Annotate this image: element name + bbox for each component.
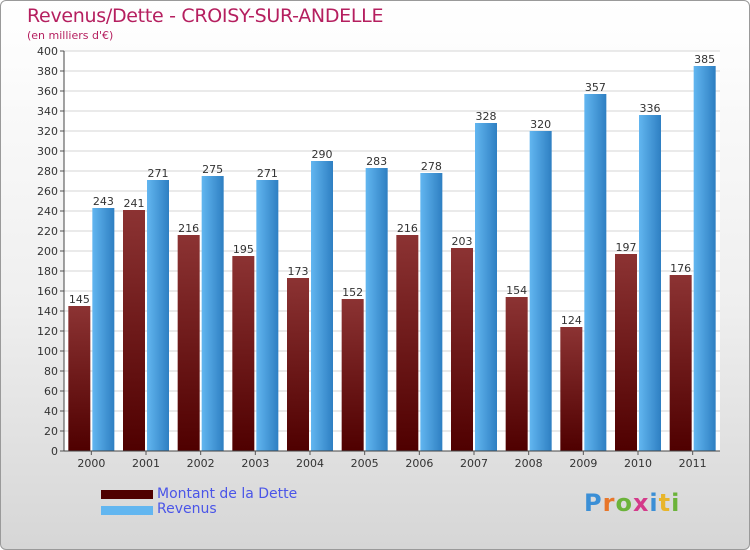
x-tick-label: 2006 [405, 457, 433, 470]
data-label-revenus: 290 [312, 148, 333, 161]
bar-dette [177, 235, 200, 451]
proxiti-logo: Proxiti [584, 489, 681, 517]
bar-revenus [584, 94, 607, 451]
y-tick-label: 120 [37, 325, 58, 338]
x-tick-label: 2011 [679, 457, 707, 470]
bar-dette [341, 299, 364, 451]
legend-swatch-revenus [101, 506, 153, 515]
y-tick-label: 140 [37, 305, 58, 318]
data-label-revenus: 271 [148, 167, 169, 180]
bar-revenus [147, 180, 169, 451]
x-tick-label: 2010 [624, 457, 652, 470]
bar-revenus [475, 123, 497, 451]
y-tick-label: 340 [37, 105, 58, 118]
bar-revenus [529, 131, 552, 451]
data-label-dette: 197 [616, 241, 637, 254]
data-label-revenus: 283 [366, 155, 387, 168]
data-label-revenus: 328 [476, 110, 497, 123]
y-tick-label: 260 [37, 185, 58, 198]
y-tick-label: 360 [37, 85, 58, 98]
data-label-revenus: 336 [640, 102, 661, 115]
y-tick-label: 60 [44, 385, 58, 398]
bar-revenus [639, 115, 661, 451]
bar-dette [123, 210, 145, 451]
data-label-dette: 216 [178, 222, 199, 235]
x-tick-label: 2003 [241, 457, 269, 470]
y-tick-label: 80 [44, 365, 58, 378]
bar-revenus [693, 66, 716, 451]
chart-subtitle: (en milliers d'€) [27, 29, 114, 42]
y-tick-label: 320 [37, 125, 58, 138]
data-label-dette: 152 [342, 286, 363, 299]
bar-dette [287, 278, 309, 451]
y-tick-label: 300 [37, 145, 58, 158]
data-labels: 145 243 241 271 216 275 195 271 173 290 152 283 216 2… [69, 53, 715, 327]
data-label-dette: 173 [288, 265, 309, 278]
grid [64, 50, 720, 452]
y-tick-label: 240 [37, 205, 58, 218]
data-label-dette: 145 [69, 293, 90, 306]
y-tick-label: 100 [37, 345, 58, 358]
y-tick-label: 280 [37, 165, 58, 178]
x-tick-label: 2008 [515, 457, 543, 470]
data-label-revenus: 385 [694, 53, 715, 66]
data-label-dette: 241 [124, 197, 145, 210]
data-label-dette: 176 [670, 262, 691, 275]
bar-dette [669, 275, 692, 451]
y-tick-label: 20 [44, 425, 58, 438]
data-label-dette: 195 [233, 243, 254, 256]
y-tick-label: 200 [37, 245, 58, 258]
bar-dette [68, 306, 91, 451]
x-tick-label: 2000 [77, 457, 105, 470]
data-label-revenus: 271 [257, 167, 278, 180]
y-tick-label: 180 [37, 265, 58, 278]
bar-dette [451, 248, 473, 451]
bar-revenus [92, 208, 115, 451]
data-label-dette: 203 [452, 235, 473, 248]
y-tick-label: 40 [44, 405, 58, 418]
y-tick-label: 220 [37, 225, 58, 238]
bar-dette [505, 297, 528, 451]
chart-title: Revenus/Dette - CROISY-SUR-ANDELLE [27, 5, 384, 27]
y-tick-label: 400 [37, 45, 58, 58]
data-label-dette: 216 [397, 222, 418, 235]
x-tick-label: 2002 [187, 457, 215, 470]
bar-dette [560, 327, 583, 451]
data-label-dette: 124 [561, 314, 582, 327]
data-label-revenus: 243 [93, 195, 114, 208]
data-label-dette: 154 [506, 284, 527, 297]
bar-revenus [311, 161, 333, 451]
data-label-revenus: 278 [421, 160, 442, 173]
y-tick-label: 380 [37, 65, 58, 78]
x-tick-label: 2005 [351, 457, 379, 470]
data-label-revenus: 275 [202, 163, 223, 176]
legend-label-dette: Montant de la Dette [157, 486, 298, 502]
bar-revenus [420, 173, 443, 451]
bar-dette [396, 235, 419, 451]
legend-swatch-dette [101, 490, 153, 499]
bars [68, 66, 716, 451]
y-tick-label: 0 [51, 445, 58, 458]
x-tick-label: 2001 [132, 457, 160, 470]
x-tick-label: 2004 [296, 457, 324, 470]
data-label-revenus: 357 [585, 81, 606, 94]
bar-revenus [201, 176, 224, 451]
axes: 0 20 40 60 80 100 120 140 160 180 200 220 240 260 280 3… [37, 45, 720, 470]
legend-label-revenus: Revenus [157, 501, 217, 517]
bar-dette [615, 254, 637, 451]
x-tick-label: 2009 [569, 457, 597, 470]
bar-dette [232, 256, 255, 451]
data-label-revenus: 320 [530, 118, 551, 131]
bar-revenus [365, 168, 388, 451]
bar-revenus [256, 180, 279, 451]
y-tick-label: 160 [37, 285, 58, 298]
x-tick-label: 2007 [460, 457, 488, 470]
